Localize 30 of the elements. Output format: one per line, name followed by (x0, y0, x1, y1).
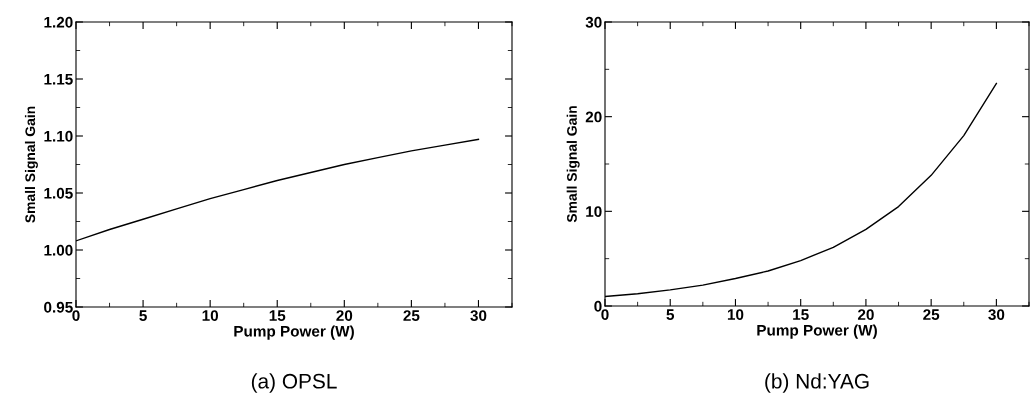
y-axis-title: Small Signal Gain (566, 106, 580, 223)
x-tick-label: 10 (727, 309, 744, 320)
y-tick-label: 0 (594, 300, 602, 312)
x-tick-label: 0 (72, 310, 80, 321)
x-tick-label: 5 (666, 309, 675, 320)
x-axis-title: Pump Power (W) (234, 325, 354, 340)
y-tick-label: 1.00 (44, 244, 73, 256)
x-tick-label: 30 (470, 310, 487, 322)
x-tick-label: 20 (857, 309, 874, 320)
y-tick-label: 1.15 (44, 74, 73, 85)
y-tick-label: 20 (585, 111, 602, 123)
x-tick-label: 10 (202, 310, 219, 321)
y-tick-label: 1.20 (44, 16, 73, 28)
x-tick-label: 25 (403, 310, 420, 321)
x-tick-label: 15 (269, 310, 286, 321)
y-tick-label: 0.95 (44, 301, 73, 313)
y-tick-label: 1.10 (44, 130, 73, 142)
text: (a) OPSL (251, 373, 337, 393)
x-tick-label: 20 (336, 310, 353, 321)
text: (b) Nd:YAG (765, 373, 869, 393)
y-tick-label: 30 (585, 16, 602, 28)
x-tick-label: 15 (793, 309, 809, 320)
x-tick-label: 0 (601, 309, 609, 320)
y-tick-label: 1.05 (44, 187, 73, 199)
x-tick-label: 25 (923, 309, 940, 320)
x-tick-label: 30 (988, 309, 1005, 321)
y-axis-title: Small Signal Gain (24, 106, 38, 223)
x-axis-title: Pump Power (W) (757, 324, 877, 339)
y-tick-label: 10 (586, 206, 602, 218)
x-tick-label: 5 (139, 310, 147, 321)
